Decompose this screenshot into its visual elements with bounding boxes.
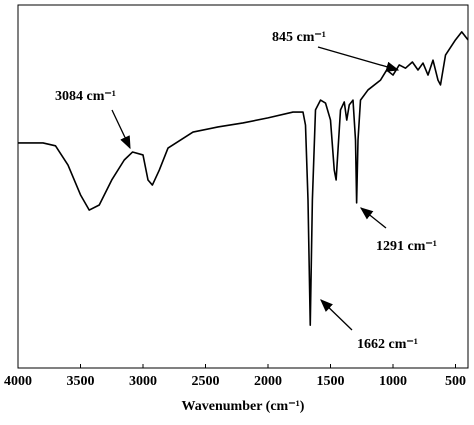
annotation: 845 cm⁻¹ (272, 30, 326, 45)
x-tick-label: 3000 (129, 374, 157, 389)
annotation-arrow (111, 109, 131, 150)
x-axis-label: Wavenumber (cm⁻¹) (182, 399, 305, 414)
annotation-arrow (317, 46, 400, 72)
annotation-arrow (359, 207, 387, 229)
annotation-arrow (320, 299, 353, 331)
annotation: 3084 cm⁻¹ (55, 89, 116, 104)
x-tick-label: 3500 (67, 374, 95, 389)
annotation: 1291 cm⁻¹ (376, 239, 437, 254)
x-tick-label: 4000 (4, 374, 32, 389)
spectrum-line (18, 31, 469, 326)
x-tick-label: 1000 (379, 374, 407, 389)
plot-frame (17, 4, 469, 369)
x-tick-label: 1500 (317, 374, 345, 389)
x-tick-label: 500 (445, 374, 466, 389)
x-tick-label: 2500 (192, 374, 220, 389)
annotation: 1662 cm⁻¹ (357, 337, 418, 352)
x-tick-label: 2000 (254, 374, 282, 389)
